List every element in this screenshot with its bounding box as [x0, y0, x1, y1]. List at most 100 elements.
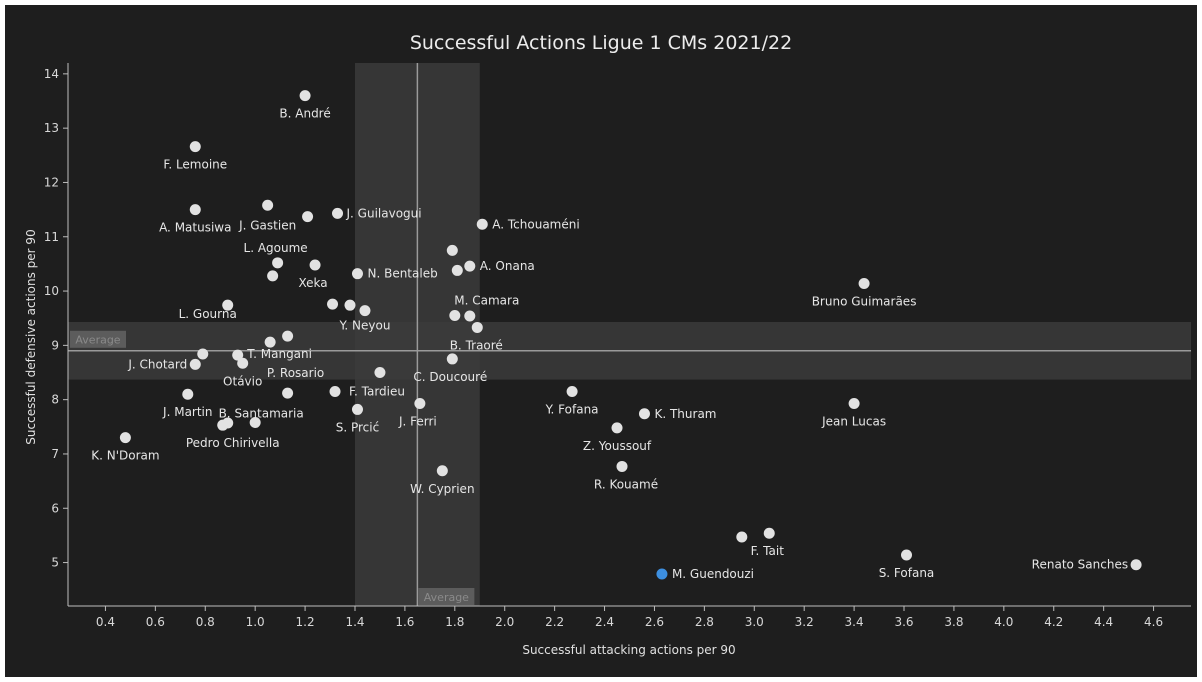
data-point-k-n-doram [119, 432, 131, 444]
x-tick-label: 4.4 [1094, 615, 1113, 629]
data-point-l-gourna [222, 299, 234, 311]
point-label-c-doucour: C. Doucouré [413, 370, 487, 384]
point-label-ot-vio: Otávio [223, 374, 262, 388]
point-label-j-martin: J. Martin [162, 405, 212, 419]
x-average-tag-box [418, 588, 475, 605]
data-point-m-camara [449, 309, 461, 321]
x-tick-label: 2.6 [645, 615, 664, 629]
data-point-a-tchouam-ni [476, 218, 488, 230]
data-point-f-lemoine [189, 141, 201, 153]
point-label-l-agoume: L. Agoume [244, 241, 308, 255]
data-point-j-guilavogui [332, 207, 344, 219]
data-point-y-fofana [566, 386, 578, 398]
y-tick-label: 11 [44, 230, 59, 244]
data-point-y-neyou [359, 305, 371, 317]
data-point-j-chotard [189, 358, 201, 370]
point-label-j-gastien: J. Gastien [238, 218, 296, 232]
x-tick-label: 3.2 [795, 615, 814, 629]
point-label-f-lemoine: F. Lemoine [163, 158, 227, 172]
data-point-p-rosario [282, 387, 294, 399]
data-point-s-prci [351, 403, 363, 415]
x-tick-label: 4.6 [1144, 615, 1163, 629]
x-tick-label: 2.4 [595, 615, 614, 629]
x-tick-label: 1.0 [246, 615, 265, 629]
y-tick-label: 6 [51, 501, 59, 515]
x-tick-label: 0.8 [196, 615, 215, 629]
data-point-m-guendouzi [656, 568, 668, 580]
data-point-ot-vio [237, 357, 249, 369]
data-point-unlabeled-26 [232, 349, 244, 361]
x-tick-label: 0.6 [146, 615, 165, 629]
data-point-t-mangani [282, 330, 294, 342]
point-label-p-rosario: P. Rosario [267, 366, 324, 380]
point-label-l-gourna: L. Gourna [179, 307, 237, 321]
point-label-n-bentaleb: N. Bentaleb [367, 267, 437, 281]
x-tick-label: 0.4 [96, 615, 115, 629]
data-point-n-bentaleb [351, 268, 363, 280]
data-point-unlabeled-8 [267, 270, 279, 282]
point-label-y-neyou: Y. Neyou [339, 319, 391, 333]
point-label-jean-lucas: Jean Lucas [821, 414, 886, 428]
chart-frame: Successful Actions Ligue 1 CMs 2021/22 A… [5, 5, 1197, 677]
data-point-r-kouam [616, 460, 628, 472]
y-average-tag: Average [75, 333, 120, 346]
point-label-renato-sanches: Renato Sanches [1032, 558, 1128, 572]
data-point-renato-sanches [1130, 559, 1142, 571]
data-point-w-cyprien [436, 465, 448, 477]
point-label-w-cyprien: W. Cyprien [410, 482, 474, 496]
point-label-s-fofana: S. Fofana [879, 566, 935, 580]
point-label-j-chotard: J. Chotard [127, 357, 187, 371]
point-label-pedro-chirivella: Pedro Chirivella [186, 436, 280, 450]
data-point-j-martin [182, 388, 194, 400]
x-tick-label: 1.6 [395, 615, 414, 629]
data-point-unlabeled-37 [222, 417, 234, 429]
data-point-unlabeled-16 [327, 298, 339, 310]
data-point-unlabeled-46 [736, 531, 748, 543]
point-label-k-n-doram: K. N'Doram [91, 449, 159, 463]
x-tick-label: 2.8 [695, 615, 714, 629]
data-point-unlabeled-4 [302, 211, 314, 223]
x-tick-label: 2.2 [545, 615, 564, 629]
point-label-t-mangani: T. Mangani [246, 347, 312, 361]
point-label-k-thuram: K. Thuram [654, 407, 716, 421]
x-tick-label: 2.0 [495, 615, 514, 629]
point-label-m-camara: M. Camara [454, 293, 519, 307]
y-tick-label: 9 [51, 338, 59, 352]
x-tick-label: 3.8 [944, 615, 963, 629]
data-point-l-agoume [272, 257, 284, 269]
data-point-f-tait [763, 527, 775, 539]
point-label-bruno-guimar-es: Bruno Guimarães [812, 294, 917, 308]
data-point-unlabeled-31 [374, 367, 386, 379]
x-axis-label: Successful attacking actions per 90 [522, 643, 735, 657]
scatter-chart: Successful Actions Ligue 1 CMs 2021/22 A… [24, 32, 1191, 657]
y-tick-label: 12 [44, 175, 59, 189]
y-tick-label: 8 [51, 393, 59, 407]
point-label-a-onana: A. Onana [480, 259, 535, 273]
y-tick-label: 10 [44, 284, 59, 298]
data-point-j-ferri [414, 397, 426, 409]
x-average-tag: Average [424, 591, 469, 604]
x-tick-label: 3.4 [845, 615, 864, 629]
point-label-a-matusiwa: A. Matusiwa [159, 221, 231, 235]
data-point-unlabeled-25 [197, 348, 209, 360]
y-tick-label: 7 [51, 447, 59, 461]
data-point-unlabeled-12 [451, 264, 463, 276]
data-point-jean-lucas [848, 397, 860, 409]
x-tick-label: 1.2 [296, 615, 315, 629]
point-label-b-santamaria: B. Santamaria [219, 406, 304, 420]
y-tick-label: 5 [51, 556, 59, 570]
data-point-s-fofana [901, 549, 913, 561]
point-label-a-tchouam-ni: A. Tchouaméni [492, 217, 579, 231]
point-label-j-ferri: J. Ferri [398, 414, 437, 428]
point-label-f-tait: F. Tait [751, 544, 785, 558]
data-point-b-andr [299, 90, 311, 102]
data-point-f-tardieu [329, 386, 341, 398]
y-axis-label: Successful defensive actions per 90 [24, 229, 38, 444]
point-label-r-kouam: R. Kouamé [594, 477, 658, 491]
point-label-s-prci: S. Prcić [336, 420, 379, 434]
data-point-a-matusiwa [189, 204, 201, 216]
data-point-c-doucour [446, 353, 458, 365]
point-label-b-traor: B. Traoré [450, 338, 503, 352]
point-label-z-youssouf: Z. Youssouf [583, 439, 652, 453]
data-point-a-onana [464, 260, 476, 272]
